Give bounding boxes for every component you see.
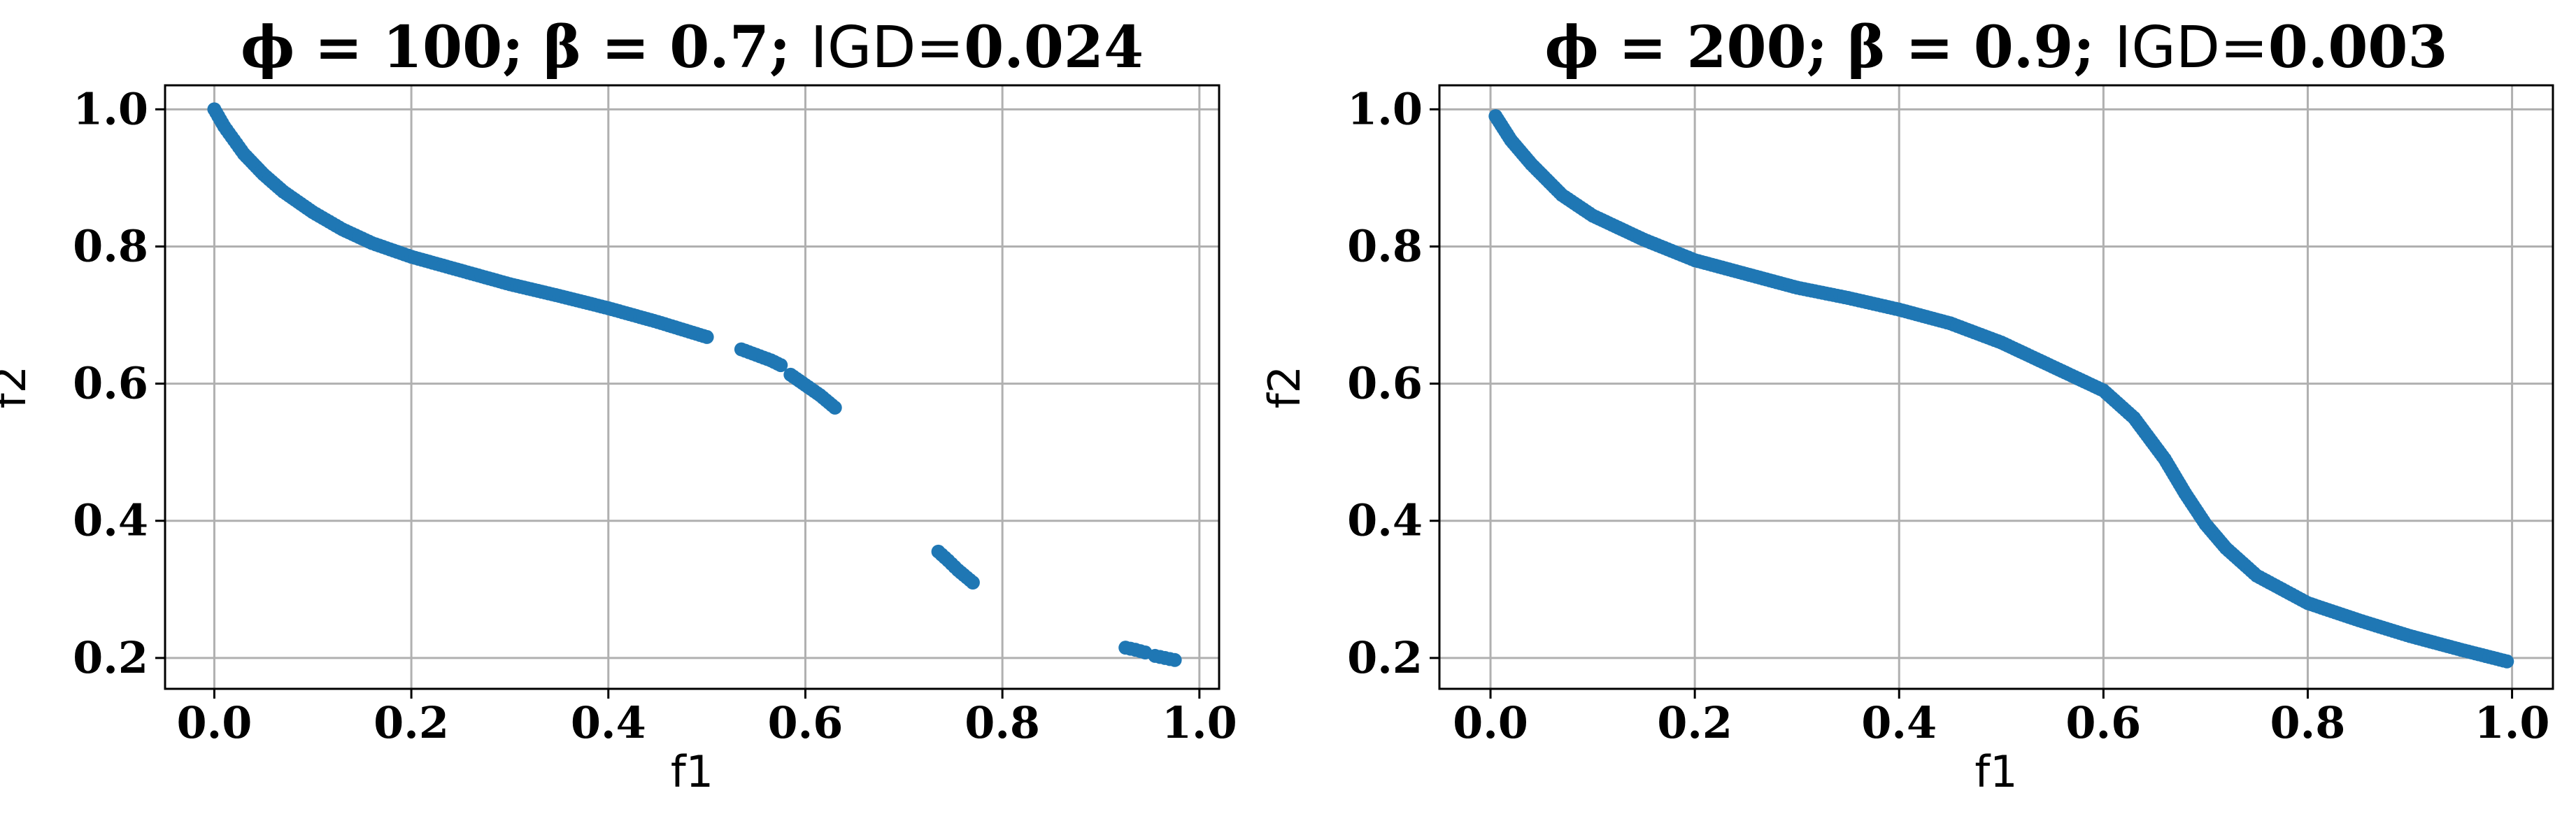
left-plot-panel: ϕ = 100; β = 0.7; IGD=0.024 0.0 0.2 0.4 0.6… [0, 14, 1237, 797]
right-x-tick-label: 1.0 [2475, 697, 2550, 748]
left-x-axis-label: f1 [671, 746, 713, 797]
data-point [965, 575, 980, 590]
left-x-tick-label: 0.2 [373, 697, 449, 748]
right-y-tick-label: 0.2 [1347, 632, 1423, 683]
left-x-tick-label: 0.4 [571, 697, 646, 748]
left-y-tick-label: 0.2 [73, 632, 148, 683]
right-plot-ticks: 0.0 0.2 0.4 0.6 0.8 1.0 0.2 0.4 0.6 0.8 1.0 [1347, 83, 2549, 748]
left-y-axis-label: f2 [0, 366, 36, 408]
right-plot-frame [1438, 84, 2554, 690]
left-x-tick-label: 0.6 [768, 697, 844, 748]
left-title-main: ϕ = 100; β = 0.7; [241, 14, 811, 81]
right-x-tick-label: 0.4 [1861, 697, 1937, 748]
right-y-tick-label: 0.4 [1347, 495, 1423, 546]
left-title-igd-label: IGD= [811, 15, 965, 81]
left-plot-grid [165, 85, 1219, 689]
data-point [2500, 654, 2514, 669]
left-plot-title: ϕ = 100; β = 0.7; IGD=0.024 [241, 14, 1144, 81]
left-y-tick-label: 0.8 [73, 220, 148, 271]
right-title-igd-value: 0.003 [2268, 14, 2448, 81]
right-plot-title: ϕ = 200; β = 0.9; IGD=0.003 [1544, 14, 2447, 81]
data-point [1167, 652, 1182, 667]
right-x-axis-label: f1 [1974, 746, 2017, 797]
right-plot-panel: ϕ = 200; β = 0.9; IGD=0.003 0.0 0.2 0.4 0.6… [1259, 14, 2554, 797]
right-x-tick-label: 0.2 [1657, 697, 1732, 748]
left-x-tick-label: 0.8 [965, 697, 1040, 748]
left-x-tick-label: 0.0 [176, 697, 252, 748]
data-point [699, 329, 714, 344]
right-y-axis-label: f2 [1259, 366, 1310, 408]
right-y-tick-label: 0.8 [1347, 220, 1423, 271]
right-plot-grid [1439, 85, 2553, 689]
left-plot-frame [164, 84, 1221, 690]
left-plot-ticks: 0.0 0.2 0.4 0.6 0.8 1.0 0.2 0.4 0.6 0.8 1.0 [73, 83, 1237, 748]
left-title-igd-value: 0.024 [964, 14, 1144, 81]
right-title-main: ϕ = 200; β = 0.9; [1544, 14, 2114, 81]
left-y-tick-label: 0.4 [73, 495, 148, 546]
right-y-tick-label: 1.0 [1347, 83, 1423, 134]
left-y-tick-label: 1.0 [73, 83, 148, 134]
right-y-tick-label: 0.6 [1347, 358, 1423, 409]
left-plot-points [207, 102, 1182, 667]
left-x-tick-label: 1.0 [1162, 697, 1237, 748]
right-x-tick-label: 0.8 [2270, 697, 2346, 748]
right-x-tick-label: 0.6 [2065, 697, 2141, 748]
right-title-igd-label: IGD= [2114, 15, 2268, 81]
data-point [774, 358, 788, 373]
left-y-tick-label: 0.6 [73, 358, 148, 409]
data-point [827, 400, 842, 415]
right-plot-points [1488, 109, 2514, 669]
right-x-tick-label: 0.0 [1453, 697, 1528, 748]
